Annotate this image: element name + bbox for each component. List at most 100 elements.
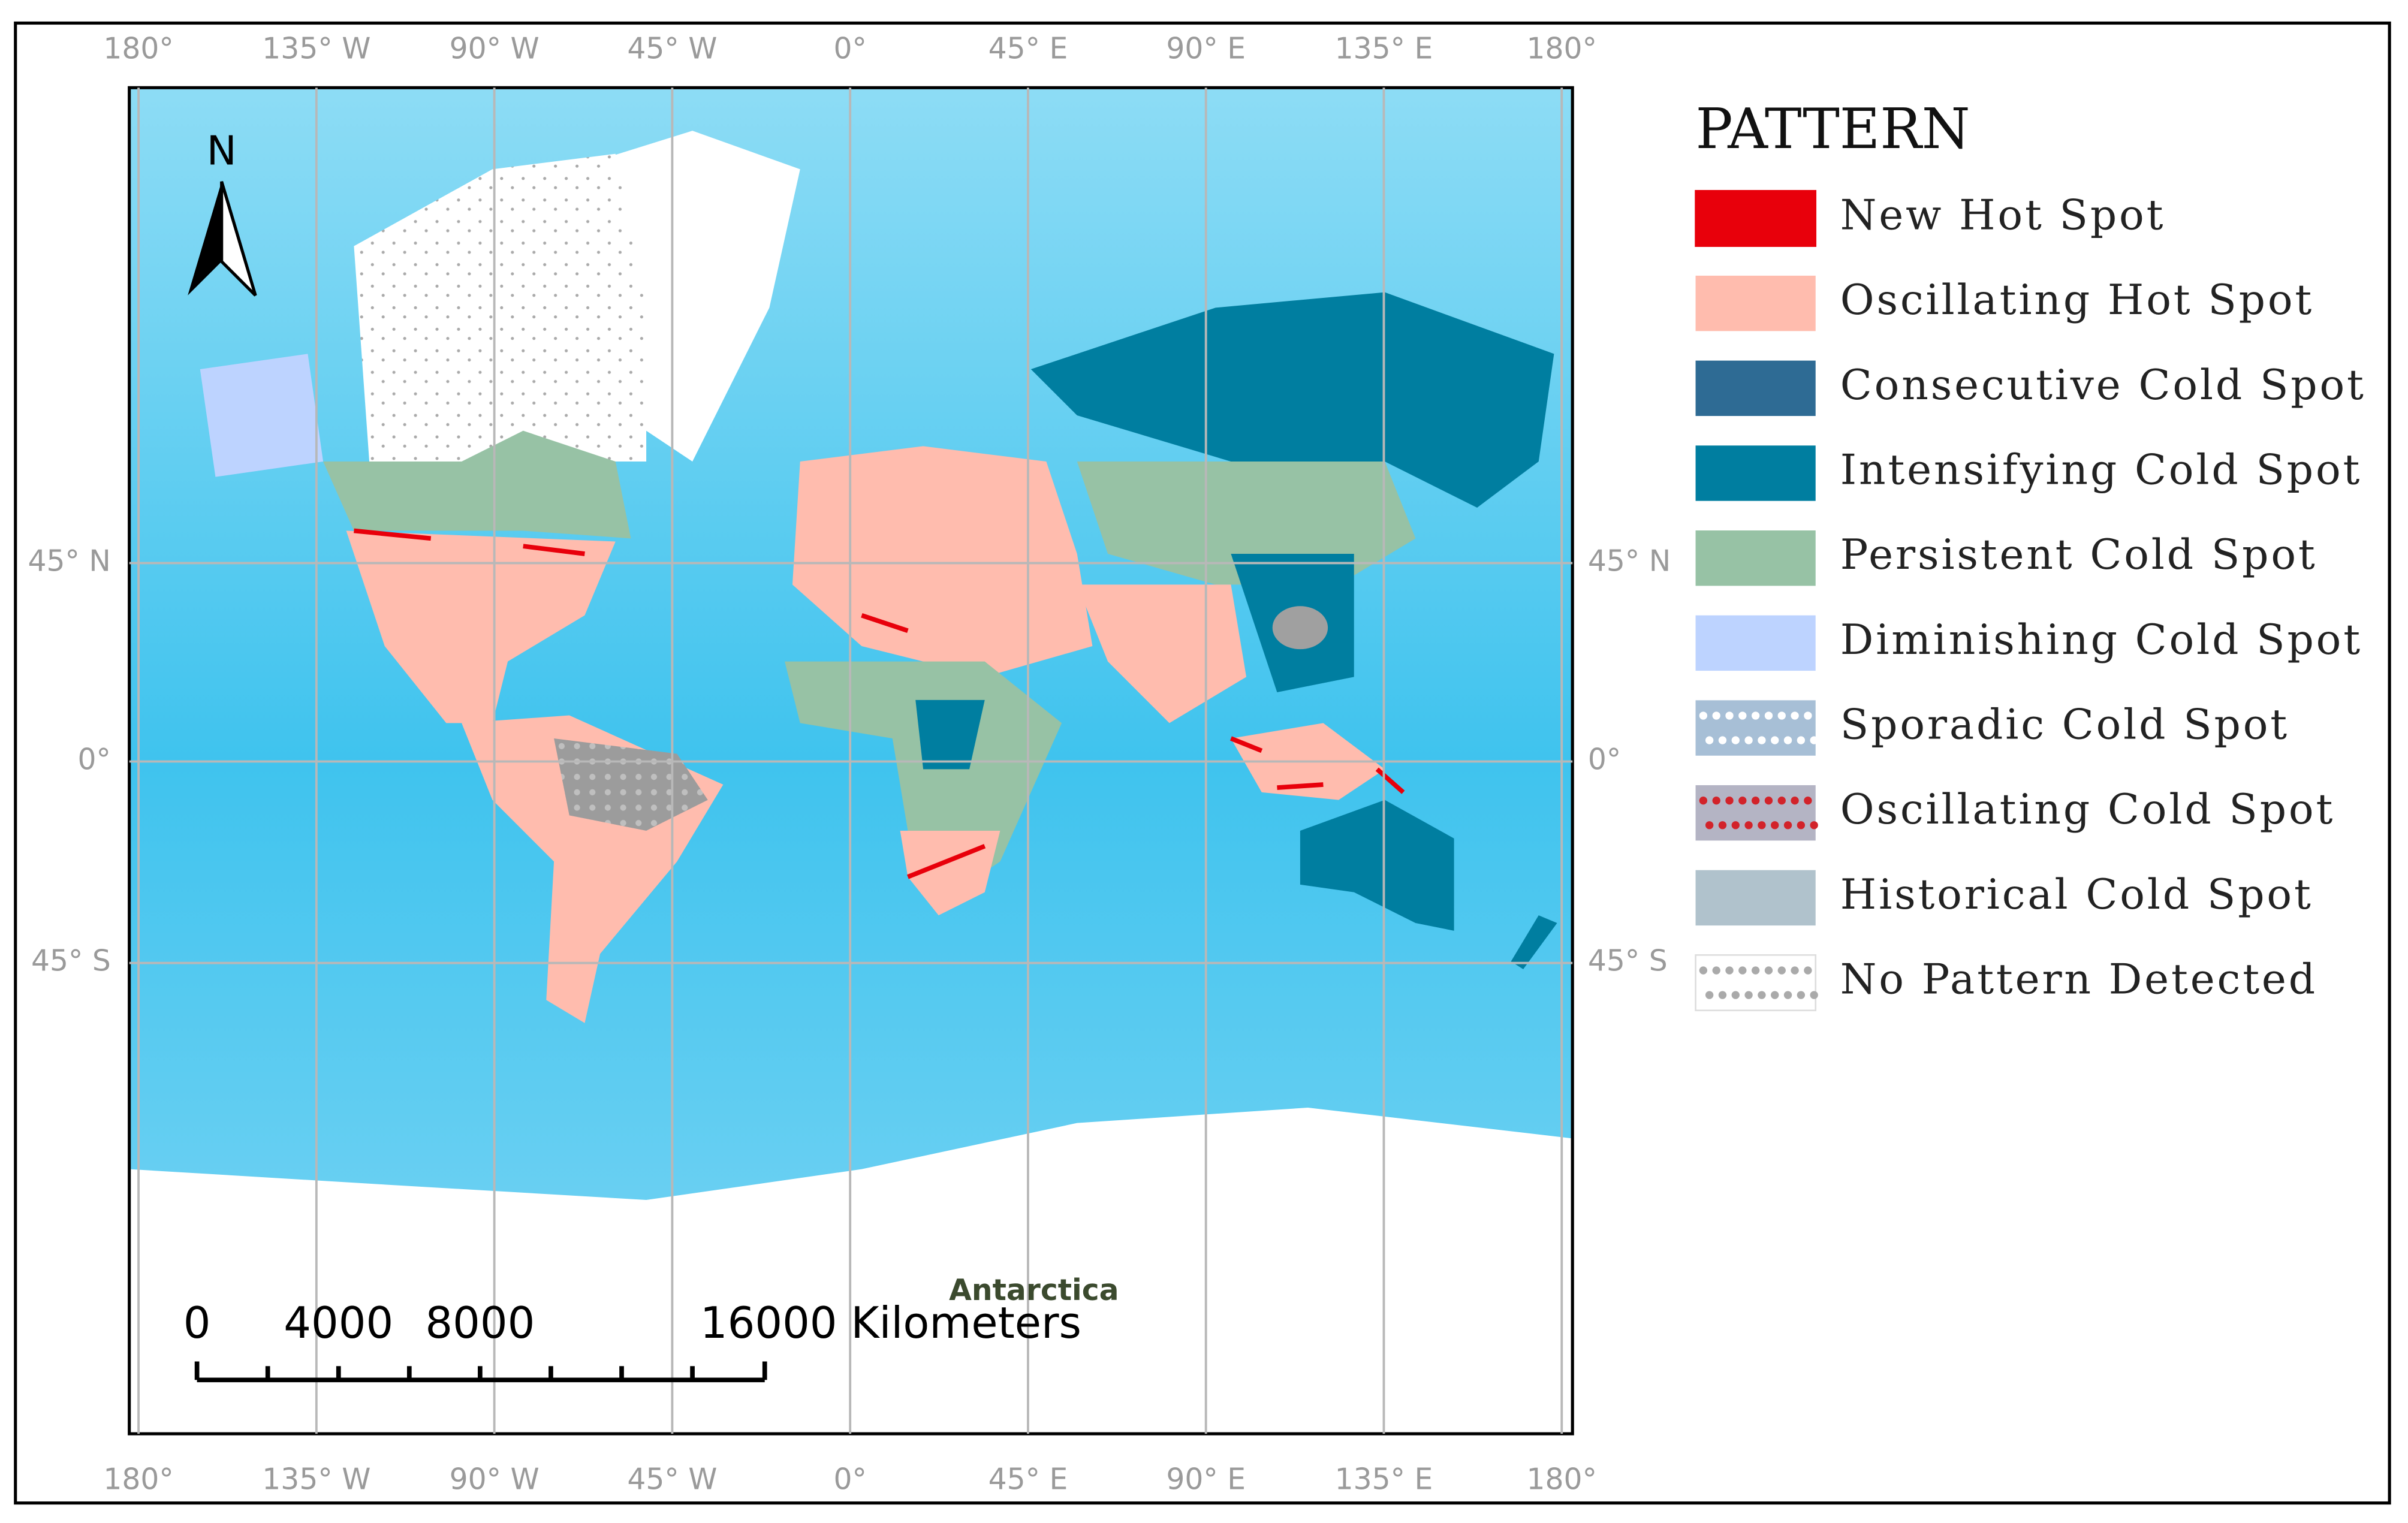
scale-line bbox=[194, 1361, 767, 1383]
legend-label: Sporadic Cold Spot bbox=[1840, 701, 2289, 749]
swatch-dot bbox=[1797, 736, 1806, 744]
swatch-dot bbox=[1712, 797, 1720, 805]
lon-label-top: 0° bbox=[833, 32, 866, 66]
swatch-dot bbox=[1731, 821, 1740, 830]
legend-label: Diminishing Cold Spot bbox=[1840, 616, 2362, 664]
lat-label-left: 45° S bbox=[31, 945, 111, 978]
legend-swatch bbox=[1695, 785, 1816, 841]
lon-label-top: 180° bbox=[1527, 32, 1597, 66]
swatch-dot bbox=[1771, 991, 1779, 999]
russia bbox=[1030, 292, 1554, 508]
swatch-dot bbox=[1777, 966, 1786, 975]
legend-swatch bbox=[1695, 530, 1816, 586]
swatch-dot bbox=[1712, 966, 1720, 975]
swatch-dot bbox=[1764, 797, 1773, 805]
swatch-dot bbox=[1744, 991, 1753, 999]
swatch-dot bbox=[1725, 966, 1734, 975]
lon-label-top: 135° E bbox=[1335, 32, 1433, 66]
swatch-dot bbox=[1712, 711, 1720, 720]
lon-label-bottom: 45° W bbox=[627, 1463, 717, 1497]
swatch-dot bbox=[1758, 991, 1766, 999]
swatch-dot bbox=[1791, 797, 1799, 805]
swatch-dot bbox=[1777, 711, 1786, 720]
swatch-dot bbox=[1705, 736, 1714, 744]
swatch-dot bbox=[1797, 991, 1806, 999]
swatch-dot bbox=[1699, 711, 1708, 720]
swatch-dot bbox=[1705, 991, 1714, 999]
swatch-dot bbox=[1744, 736, 1753, 744]
swatch-bar bbox=[1711, 204, 1801, 233]
swatch-dot bbox=[1725, 711, 1734, 720]
scale-bar: 0 4000 8000 16000 Kilometers bbox=[183, 1298, 1081, 1383]
lon-label-bottom: 45° E bbox=[988, 1463, 1068, 1497]
swatch-dot bbox=[1810, 821, 1818, 830]
swatch-dot bbox=[1804, 966, 1812, 975]
swatch-dot bbox=[1699, 797, 1708, 805]
swatch-dot bbox=[1804, 711, 1812, 720]
lat-label-right: 45° S bbox=[1588, 945, 1668, 978]
lon-label-bottom: 0° bbox=[833, 1463, 866, 1497]
swatch-dot bbox=[1797, 821, 1806, 830]
swatch-dot bbox=[1777, 797, 1786, 805]
lon-label-top: 180° bbox=[103, 32, 173, 66]
lon-label-bottom: 180° bbox=[103, 1463, 173, 1497]
swatch-dot bbox=[1791, 966, 1799, 975]
scale-label: 0 bbox=[183, 1298, 211, 1348]
scale-label: 16000 Kilometers bbox=[700, 1298, 1081, 1348]
swatch-dot bbox=[1810, 736, 1818, 744]
swatch-dot bbox=[1751, 797, 1760, 805]
legend-label: Historical Cold Spot bbox=[1840, 871, 2313, 919]
swatch-dot bbox=[1725, 797, 1734, 805]
legend-swatch bbox=[1695, 954, 1817, 1012]
lon-label-bottom: 90° W bbox=[450, 1463, 540, 1497]
swatch-dot bbox=[1791, 711, 1799, 720]
lon-label-bottom: 90° E bbox=[1166, 1463, 1246, 1497]
legend-swatch bbox=[1695, 445, 1816, 501]
swatch-dot bbox=[1758, 821, 1766, 830]
swatch-dot bbox=[1738, 966, 1747, 975]
swatch-dot bbox=[1804, 797, 1812, 805]
china-spot bbox=[1272, 606, 1328, 650]
swatch-dot bbox=[1751, 966, 1760, 975]
north-arrow: N bbox=[188, 128, 257, 297]
swatch-dot bbox=[1771, 736, 1779, 744]
swatch-dot bbox=[1731, 991, 1740, 999]
legend-label: Intensifying Cold Spot bbox=[1840, 447, 2362, 494]
scale-label: 8000 bbox=[425, 1298, 535, 1348]
lon-label-top: 45° E bbox=[988, 32, 1068, 66]
swatch-dot bbox=[1783, 821, 1792, 830]
legend-label: New Hot Spot bbox=[1840, 191, 2166, 239]
lon-label-bottom: 180° bbox=[1527, 1463, 1597, 1497]
swatch-dot bbox=[1751, 711, 1760, 720]
lat-label-right: 0° bbox=[1588, 743, 1621, 777]
south-asia bbox=[1077, 584, 1247, 723]
legend-label: Oscillating Hot Spot bbox=[1840, 276, 2314, 324]
legend-title: PATTERN bbox=[1696, 96, 1970, 161]
lon-label-bottom: 135° W bbox=[262, 1463, 370, 1497]
lat-label-right: 45° N bbox=[1588, 544, 1671, 578]
swatch-dot bbox=[1758, 736, 1766, 744]
legend-label: Consecutive Cold Spot bbox=[1840, 361, 2366, 409]
legend-label: Persistent Cold Spot bbox=[1840, 531, 2317, 579]
lon-label-top: 45° W bbox=[627, 32, 717, 66]
legend-swatch bbox=[1695, 360, 1816, 417]
place-label: Antarctica bbox=[949, 1274, 1119, 1307]
swatch-dot bbox=[1718, 991, 1727, 999]
lat-label-left: 0° bbox=[77, 743, 110, 777]
swatch-dot bbox=[1705, 821, 1714, 830]
arrow-right bbox=[220, 181, 257, 297]
lon-label-top: 135° W bbox=[262, 32, 370, 66]
swatch-dot bbox=[1738, 797, 1747, 805]
legend-swatch bbox=[1695, 275, 1816, 331]
legend-label: No Pattern Detected bbox=[1840, 956, 2317, 1004]
legend-label: Oscillating Cold Spot bbox=[1840, 786, 2335, 834]
swatch-dot bbox=[1731, 736, 1740, 744]
north-label: N bbox=[207, 128, 237, 174]
lon-label-top: 90° E bbox=[1166, 32, 1246, 66]
swatch-dot bbox=[1744, 821, 1753, 830]
north-america bbox=[346, 530, 616, 723]
swatch-dot bbox=[1718, 821, 1727, 830]
legend-swatch bbox=[1695, 700, 1816, 756]
alaska bbox=[200, 354, 324, 477]
